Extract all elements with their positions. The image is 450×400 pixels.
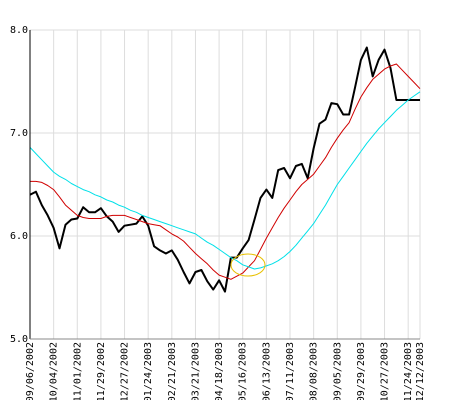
- x-tick-label: 07/11/2003: [285, 342, 296, 400]
- x-tick-label: 09/29/2003: [356, 342, 367, 400]
- x-tick-label: 11/29/2002: [96, 342, 107, 400]
- x-tick-label: 11/24/2003: [403, 342, 414, 400]
- x-tick-label: 05/16/2003: [238, 342, 249, 400]
- x-tick-label: 12/27/2002: [120, 342, 131, 400]
- x-tick-label: 02/21/2003: [167, 342, 178, 400]
- x-tick-label: 01/24/2003: [143, 342, 154, 400]
- x-tick-label: 10/04/2002: [49, 342, 60, 400]
- series-line: [29, 91, 421, 270]
- y-tick-label: 6.0: [10, 231, 28, 242]
- x-tick-label: 04/18/2003: [214, 342, 225, 400]
- y-tick-label: 8.0: [10, 25, 28, 36]
- y-tick-label: 5.0: [10, 334, 28, 345]
- x-tick-label: 09/05/2003: [332, 342, 343, 400]
- x-tick-label: 03/21/2003: [190, 342, 201, 400]
- series-line: [29, 46, 420, 293]
- highlight-ellipse: [230, 253, 266, 277]
- x-tick-label: 12/12/2003: [415, 342, 426, 400]
- lines: [29, 46, 421, 293]
- x-tick-label: 09/06/2002: [25, 342, 36, 400]
- labels: 5.0 6.0 7.0 8.0 09/06/2002 10/04/2002 11/01/20…: [10, 25, 426, 400]
- y-tick-label: 7.0: [10, 128, 28, 139]
- x-tick-label: 08/08/2003: [309, 342, 320, 400]
- x-tick-label: 11/01/2002: [72, 342, 83, 400]
- series-line: [30, 63, 421, 280]
- x-tick-label: 10/27/2003: [380, 342, 391, 400]
- x-tick-label: 06/13/2003: [261, 342, 272, 400]
